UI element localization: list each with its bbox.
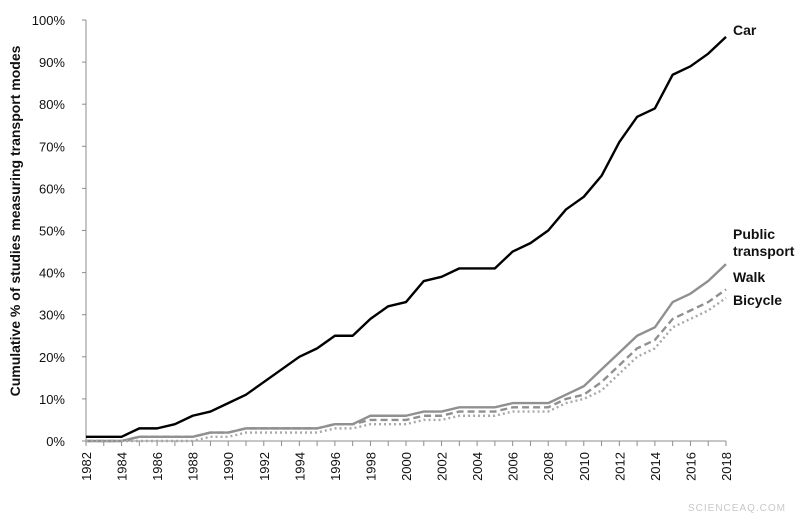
x-tick-label: 2018 [719, 452, 734, 481]
watermark: SCIENCEAQ.COM [687, 503, 786, 514]
series-label-line: Walk [733, 269, 765, 285]
x-tick-label: 1998 [363, 452, 378, 481]
series-line-car [86, 35, 727, 438]
y-tick-label: 100% [32, 13, 66, 28]
series-line-walk [86, 288, 727, 443]
y-tick-label: 70% [39, 139, 65, 154]
series-label-line: Public [733, 226, 775, 242]
x-tick-label: 2012 [612, 452, 627, 481]
series-line-public-transport [86, 263, 727, 443]
y-tick-label: 50% [39, 224, 65, 239]
x-tick-label: 2006 [506, 452, 521, 481]
series-lines [86, 35, 727, 443]
series-label-line: Car [733, 22, 757, 38]
y-tick-label: 80% [39, 97, 65, 112]
x-tick-label: 1994 [292, 452, 307, 481]
series-line-bicycle [86, 296, 727, 443]
axes: 0% 10% 20% 30% 40% 50% 60% 70% 80% 90% 100% 1982 198… [32, 13, 734, 481]
x-tick-label: 2016 [683, 452, 698, 481]
x-tick-label: 1992 [257, 452, 272, 481]
series-label: Walk [733, 269, 765, 285]
y-tick-label: 40% [39, 266, 65, 281]
y-tick-label: 30% [39, 308, 65, 323]
series-label-line: Bicycle [733, 292, 782, 308]
y-tick-label: 10% [39, 392, 65, 407]
x-tick-label: 1984 [115, 452, 130, 481]
x-tick-label: 1990 [221, 452, 236, 481]
series-label: Bicycle [733, 292, 782, 308]
x-tick-label: 1988 [186, 452, 201, 481]
x-tick-label: 2002 [435, 452, 450, 481]
y-tick-label: 0% [46, 434, 65, 449]
x-tick-label: 2014 [648, 452, 663, 481]
y-tick-label: 60% [39, 181, 65, 196]
x-tick-label: 1982 [79, 452, 94, 481]
x-tick-label: 2000 [399, 452, 414, 481]
y-tick-label: 90% [39, 55, 65, 70]
x-tick-label: 1996 [328, 452, 343, 481]
x-tick-label: 2010 [577, 452, 592, 481]
x-tick-label: 2004 [470, 452, 485, 481]
series-label: Car [733, 22, 757, 38]
y-axis-title: Cumulative % of studies measuring transp… [7, 45, 23, 396]
x-tick-label: 2008 [541, 452, 556, 481]
x-tick-label: 1986 [150, 452, 165, 481]
series-label-line: transport [733, 243, 795, 259]
series-labels: Car Public transport Walk Bicycle [733, 22, 795, 308]
y-tick-label: 20% [39, 350, 65, 365]
series-label: Public transport [733, 226, 795, 259]
